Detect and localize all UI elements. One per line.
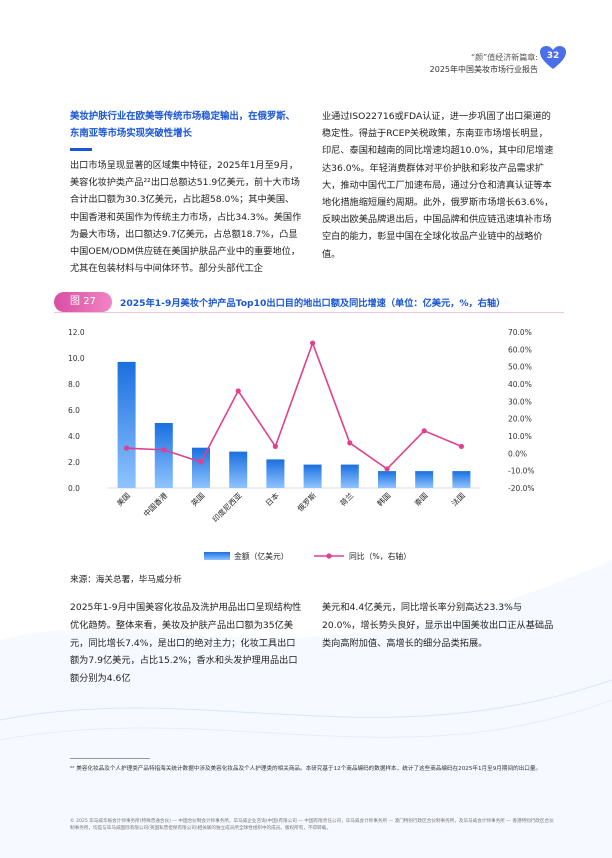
right-axis-tick-label: 40.0% — [508, 380, 532, 389]
yoy-point-俄罗斯 — [310, 340, 316, 346]
right-axis-tick-label: 50.0% — [508, 363, 532, 372]
left-axis-tick-label: 10.0 — [68, 354, 85, 363]
left-axis-tick-label: 8.0 — [68, 380, 80, 389]
yoy-point-韩国 — [384, 466, 390, 472]
heading-underline — [70, 148, 92, 151]
body-paragraph-2-left: 2025年1-9月中国美容化妆品及洗护用品出口呈现结构性优化趋势。整体来看，美妆… — [70, 602, 302, 685]
category-label: 荷兰 — [338, 490, 356, 508]
body-paragraph-1-left: 出口市场呈现显著的区域集中特征，2025年1月至9月，美容化妆护类产品²²出口总… — [70, 160, 302, 275]
body-paragraph-1-right: 业通过ISO22716或FDA认证，进一步巩固了出口渠道的稳定性。得益于RCEP… — [322, 111, 554, 260]
bar-俄罗斯 — [303, 464, 322, 488]
yoy-point-印度尼西亚 — [235, 388, 241, 394]
figure-number: 图 27 — [54, 292, 112, 312]
yoy-point-美国 — [124, 445, 130, 451]
legend-line-marker — [326, 553, 332, 559]
header-line-2: 2025年中国美妆市场行业报告 — [429, 65, 538, 74]
yoy-point-泰国 — [421, 428, 427, 434]
text-column-right: 业通过ISO22716或FDA认证，进一步巩固了出口渠道的稳定性。得益于RCEP… — [322, 108, 554, 263]
yoy-point-日本 — [272, 443, 278, 449]
page-number: 32 — [546, 51, 560, 61]
left-axis-tick-label: 4.0 — [68, 432, 80, 441]
text-column-left: 美妆护肤行业在欧美等传统市场稳定输出，在俄罗斯、东南亚等市场实现突破性增长 出口… — [70, 108, 302, 277]
legend-bar-swatch — [204, 552, 230, 560]
running-header: “颜”值经济新篇章: 2025年中国美妆市场行业报告 — [430, 52, 538, 76]
heart-icon — [540, 46, 566, 69]
figure-source: 来源：海关总署，毕马威分析 — [70, 575, 182, 585]
legend-line-label: 同比（%，右轴） — [349, 551, 411, 561]
right-axis-tick-label: 70.0% — [508, 328, 532, 337]
legal-notice: © 2025 毕马威华振会计师事务所(特殊普通合伙) — 中国合伙制会计师事务所… — [70, 819, 554, 831]
yoy-point-荷兰 — [347, 440, 353, 446]
category-label: 韩国 — [375, 490, 393, 508]
bar-中国香港 — [154, 423, 173, 488]
left-axis-tick-label: 0.0 — [68, 484, 80, 493]
right-axis-tick-label: -20.0% — [508, 484, 535, 493]
body-paragraph-2-right: 美元和4.4亿美元，同比增长率分别高达23.3%与20.0%，增长势头良好，显示… — [322, 602, 554, 649]
left-axis-tick-label: 2.0 — [68, 458, 80, 467]
right-axis-tick-label: 0.0% — [508, 449, 527, 458]
right-axis-tick-label: 10.0% — [508, 432, 532, 441]
yoy-point-英国 — [198, 459, 204, 465]
category-label: 俄罗斯 — [295, 490, 318, 513]
bar-印度尼西亚 — [229, 451, 248, 488]
bar-韩国 — [378, 471, 396, 488]
header-line-1: “颜”值经济新篇章: — [471, 53, 538, 62]
category-label: 美国 — [114, 490, 132, 508]
yoy-growth-line — [126, 340, 462, 470]
category-label: 法国 — [449, 490, 467, 508]
export-chart: 0.0 2.0 4.0 6.0 8.0 10.0 12.0 -20.0% -10.0% 0.0% 1… — [68, 328, 535, 561]
yoy-point-法国 — [458, 443, 464, 449]
figure-header: 图 27 2025年1-9月美妆个护产品Top10出口目的地出口额及同比增速（单… — [54, 291, 564, 313]
right-axis-tick-label: -10.0% — [508, 467, 535, 476]
bar-荷兰 — [340, 464, 359, 488]
category-label: 中国香港 — [141, 490, 170, 519]
category-label: 英国 — [189, 490, 207, 508]
left-axis-tick-label: 12.0 — [68, 328, 85, 337]
bar-法国 — [452, 471, 471, 488]
right-axis-tick-label: 60.0% — [508, 345, 532, 354]
section-heading: 美妆护肤行业在欧美等传统市场稳定输出，在俄罗斯、东南亚等市场实现突破性增长 — [70, 111, 296, 139]
footnote-rule — [70, 758, 150, 759]
right-axis-tick-label: 20.0% — [508, 415, 532, 424]
footnote: ²² 美容化妆品及个人护理类产品特指海关统计数据中涉及美容化妆品及个人护理类的相… — [70, 766, 542, 772]
legend-bar-label: 金额（亿美元） — [234, 551, 289, 561]
page-number-badge: 32 — [540, 46, 566, 70]
left-axis-tick-label: 6.0 — [68, 406, 80, 415]
right-axis-tick-label: 30.0% — [508, 397, 532, 406]
bar-美国 — [117, 361, 136, 488]
figure-title: 2025年1-9月美妆个护产品Top10出口目的地出口额及同比增速（单位：亿美元… — [120, 298, 506, 309]
bar-英国 — [192, 447, 210, 488]
bar-日本 — [266, 459, 285, 488]
category-label: 印度尼西亚 — [210, 490, 244, 524]
category-label: 泰国 — [412, 490, 430, 508]
yoy-point-中国香港 — [161, 447, 167, 453]
category-label: 日本 — [263, 490, 281, 508]
bar-泰国 — [415, 471, 434, 488]
